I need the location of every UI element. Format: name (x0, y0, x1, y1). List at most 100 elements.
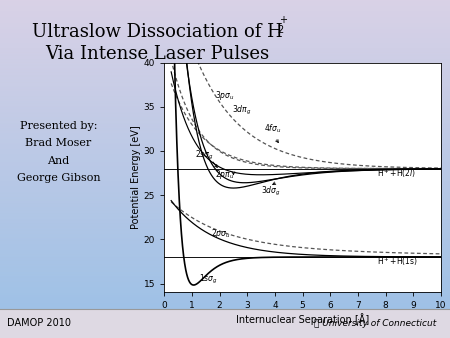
Bar (0, 337, 450, 338)
Bar (0, 240, 450, 241)
Bar (0, 282, 450, 283)
Bar (0, 318, 450, 319)
Bar (0, 271, 450, 273)
Bar (0, 331, 450, 332)
Bar (0, 0, 450, 1)
Bar (0, 144, 450, 145)
Bar (0, 290, 450, 291)
Bar (0, 35, 450, 36)
Bar (0, 68, 450, 69)
Text: $3d\sigma_g$: $3d\sigma_g$ (261, 185, 281, 198)
Bar (0, 36, 450, 37)
Bar (0, 227, 450, 229)
Bar (0, 107, 450, 108)
Bar (0, 172, 450, 173)
Bar (0, 100, 450, 101)
Bar (0, 185, 450, 186)
Bar (0, 48, 450, 50)
Bar (0, 270, 450, 271)
Bar (0, 10, 450, 11)
Bar (0, 182, 450, 183)
Bar (0, 278, 450, 280)
Bar (0, 173, 450, 175)
Bar (0, 139, 450, 140)
Bar (0, 233, 450, 234)
Bar (0, 304, 450, 305)
Bar (0, 159, 450, 160)
Bar (0, 7, 450, 8)
Bar (0, 237, 450, 238)
Bar (0, 255, 450, 256)
Bar (0, 311, 450, 312)
Bar (0, 170, 450, 171)
Bar (0, 150, 450, 151)
Bar (0, 296, 450, 297)
Text: $1s\sigma_g$: $1s\sigma_g$ (199, 273, 218, 286)
Bar (0, 260, 450, 261)
Bar (0, 18, 450, 19)
Bar (0, 257, 450, 258)
Bar (0, 319, 450, 320)
Bar (0, 329, 450, 330)
Bar (0, 113, 450, 114)
Bar (0, 28, 450, 29)
Bar (0, 252, 450, 254)
Bar (0, 96, 450, 97)
Bar (0, 318, 450, 319)
Bar (0, 3, 450, 4)
Bar (0, 242, 450, 243)
Bar (0, 160, 450, 161)
Bar (0, 87, 450, 88)
Bar (0, 44, 450, 45)
Bar (0, 215, 450, 216)
Bar (0, 82, 450, 83)
Bar (0, 13, 450, 14)
Text: $2p\sigma_u$: $2p\sigma_u$ (212, 227, 231, 240)
Bar (0, 330, 450, 331)
Bar (0, 189, 450, 190)
Bar (0, 162, 450, 163)
Bar (0, 175, 450, 176)
Bar (0, 198, 450, 199)
Bar (0, 313, 450, 314)
Bar (0, 308, 450, 309)
Bar (0, 121, 450, 122)
Bar (0, 294, 450, 295)
Bar (0, 312, 450, 313)
Bar (0, 324, 450, 325)
Bar (0, 280, 450, 281)
Bar (0, 1, 450, 2)
Bar (0, 216, 450, 217)
Bar (0, 40, 450, 41)
Bar (0, 209, 450, 210)
Bar (0, 336, 450, 337)
Bar (0, 54, 450, 55)
Bar (0, 246, 450, 247)
Bar (0, 229, 450, 230)
Bar (0, 334, 450, 335)
Bar (0, 62, 450, 63)
Bar (0, 117, 450, 118)
Text: $_2^+$: $_2^+$ (277, 15, 288, 37)
Bar (0, 275, 450, 276)
Bar (0, 109, 450, 111)
Bar (0, 336, 450, 337)
Text: Via Intense Laser Pulses: Via Intense Laser Pulses (45, 45, 270, 63)
Bar (0, 81, 450, 82)
Bar (0, 223, 450, 224)
Bar (0, 104, 450, 105)
Bar (0, 155, 450, 156)
Bar (0, 6, 450, 7)
Bar (0, 293, 450, 294)
Bar (0, 27, 450, 28)
Y-axis label: Potential Energy [eV]: Potential Energy [eV] (131, 126, 141, 229)
Bar (0, 106, 450, 107)
Bar (0, 151, 450, 152)
Bar (0, 200, 450, 202)
Bar (0, 277, 450, 278)
Bar (0, 337, 450, 338)
Bar (0, 210, 450, 211)
Bar (0, 105, 450, 106)
Bar (0, 183, 450, 184)
Bar (0, 20, 450, 21)
